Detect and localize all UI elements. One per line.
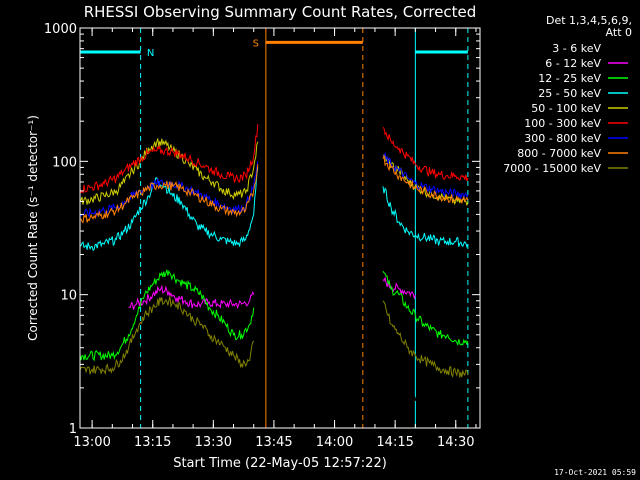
series-line-5 <box>79 124 469 194</box>
series-line-2 <box>79 269 469 362</box>
series-layer <box>79 124 469 416</box>
y-tick-label-0: 1 <box>69 422 77 437</box>
plot-frame <box>79 27 481 429</box>
y-tick-label-2: 100 <box>52 155 77 170</box>
legend-entry-5: 100 - 300 keV <box>524 117 601 130</box>
legend-entry-6: 300 - 800 keV <box>524 132 601 145</box>
legend-header-0: Det 1,3,4,5,6,9, <box>546 14 632 27</box>
timestamp: 17-Oct-2021 05:59 <box>554 468 636 477</box>
legend-entry-8: 7000 - 15000 keV <box>503 162 601 175</box>
series-line-0 <box>123 322 469 416</box>
x-tick-label-0: 13:00 <box>73 435 110 450</box>
y-tick-label-3: 1000 <box>44 22 77 37</box>
x-axis-label: Start Time (22-May-05 12:57:22) <box>173 456 387 471</box>
x-tick-label-1: 13:15 <box>134 435 171 450</box>
chart-title: RHESSI Observing Summary Count Rates, Co… <box>84 3 477 21</box>
x-tick-label-5: 14:15 <box>376 435 413 450</box>
legend-entry-4: 50 - 100 keV <box>531 102 601 115</box>
annotation-label-N: N <box>147 48 154 59</box>
annotation-label-S: S <box>253 38 259 49</box>
x-tick-label-2: 13:30 <box>195 435 232 450</box>
x-tick-label-4: 14:00 <box>316 435 353 450</box>
legend-entry-2: 12 - 25 keV <box>538 72 601 85</box>
legend-entry-0: 3 - 6 keV <box>552 42 601 55</box>
legend: Det 1,3,4,5,6,9,Att 0 3 - 6 keV 6 - 12 keV… <box>503 14 632 175</box>
series-line-7 <box>79 154 469 224</box>
legend-entry-1: 6 - 12 keV <box>545 57 601 70</box>
legend-entry-3: 25 - 50 keV <box>538 87 601 100</box>
y-axis-label: Corrected Count Rate (s⁻¹ detector⁻¹) <box>26 115 40 341</box>
legend-header-1: Att 0 <box>606 26 632 39</box>
x-tick-label-6: 14:30 <box>437 435 474 450</box>
series-line-8 <box>79 296 469 378</box>
x-tick-label-3: 13:45 <box>255 435 292 450</box>
y-tick-label-1: 10 <box>60 289 77 304</box>
series-line-4 <box>79 138 469 206</box>
axes-layer: 13:00 13:15 13:30 13:45 14:00 14:15 14:30 1 10 10… <box>44 22 481 450</box>
legend-entry-7: 800 - 7000 keV <box>517 147 601 160</box>
